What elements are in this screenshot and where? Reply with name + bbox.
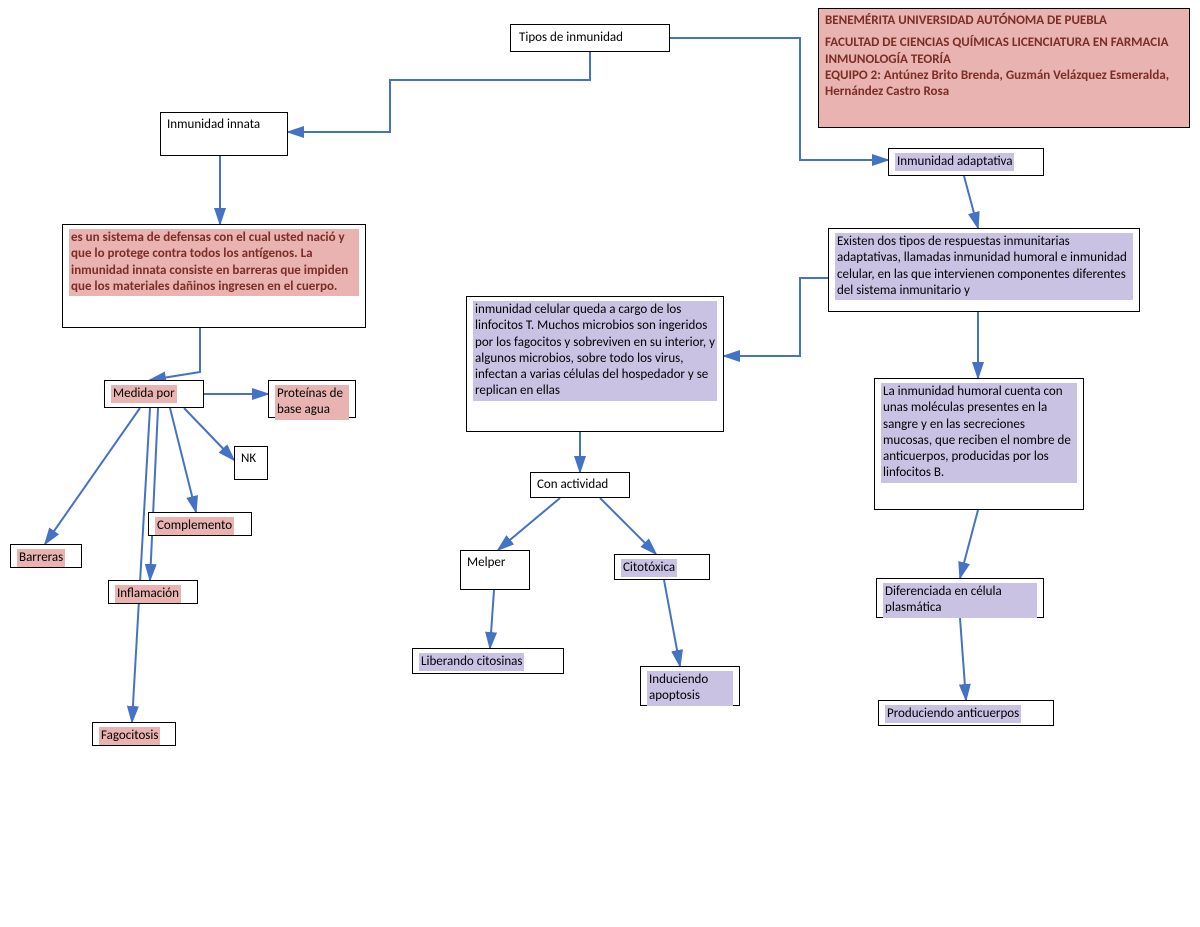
node-title: Tipos de inmunidad [510, 24, 670, 52]
node-barreras: Barreras [10, 544, 82, 568]
node-con-actividad: Con actividad [530, 472, 630, 498]
node-apoptosis: Induciendo apoptosis [640, 666, 740, 706]
header-line-2: FACULTAD DE CIENCIAS QUÍMICAS LICENCIATU… [825, 35, 1183, 68]
node-label: Diferenciada en célula plasmática [883, 583, 1037, 618]
node-humoral-desc: La inmunidad humoral cuenta con unas mol… [874, 378, 1084, 510]
node-label: Induciendo apoptosis [647, 671, 733, 706]
node-label: Fagocitosis [99, 727, 160, 745]
node-label: Inmunidad adaptativa [895, 153, 1014, 171]
node-complemento: Complemento [148, 512, 252, 536]
node-label: Citotóxica [621, 559, 677, 577]
node-label: Tipos de inmunidad [517, 29, 625, 47]
diagram-canvas: BENEMÉRITA UNIVERSIDAD AUTÓNOMA DE PUEBL… [0, 0, 1200, 927]
node-label: Inflamación [115, 585, 181, 603]
node-label: Con actividad [537, 477, 623, 493]
node-label: Liberando citosinas [419, 653, 524, 671]
node-inmunidad-innata: Inmunidad innata [160, 112, 288, 156]
node-adaptativa-desc: Existen dos tipos de respuestas inmunita… [828, 228, 1140, 312]
node-inmunidad-adaptativa: Inmunidad adaptativa [888, 148, 1044, 176]
node-nk: NK [234, 446, 268, 480]
node-label: es un sistema de defensas con el cual us… [69, 229, 359, 296]
node-label: La inmunidad humoral cuenta con unas mol… [881, 383, 1077, 483]
node-citotoxica: Citotóxica [614, 554, 710, 580]
node-anticuerpos: Produciendo anticuerpos [878, 700, 1054, 726]
node-celular-desc: inmunidad celular queda a cargo de los l… [466, 296, 724, 432]
node-label: inmunidad celular queda a cargo de los l… [473, 301, 717, 401]
node-fagocitosis: Fagocitosis [92, 722, 176, 746]
node-label: Proteínas de base agua [275, 385, 349, 420]
node-label: Produciendo anticuerpos [885, 705, 1021, 723]
node-label: NK [241, 451, 261, 467]
node-proteinas: Proteínas de base agua [268, 380, 356, 418]
node-label: Inmunidad innata [167, 117, 281, 133]
node-label: Medida por [111, 385, 177, 403]
header-line-1: BENEMÉRITA UNIVERSIDAD AUTÓNOMA DE PUEBL… [825, 13, 1183, 29]
node-citosinas: Liberando citosinas [412, 648, 564, 674]
node-medida-por: Medida por [104, 380, 204, 408]
node-label: Complemento [155, 517, 234, 535]
header-box: BENEMÉRITA UNIVERSIDAD AUTÓNOMA DE PUEBL… [818, 8, 1190, 128]
node-label: Barreras [17, 549, 65, 567]
node-label: Melper [467, 555, 523, 571]
node-helper: Melper [460, 550, 530, 590]
node-label: Existen dos tipos de respuestas inmunita… [835, 233, 1133, 300]
header-line-3: EQUIPO 2: Antúnez Brito Brenda, Guzmán V… [825, 68, 1183, 101]
node-innata-desc: es un sistema de defensas con el cual us… [62, 224, 366, 328]
node-plasma: Diferenciada en célula plasmática [876, 578, 1044, 618]
node-inflamacion: Inflamación [108, 580, 198, 604]
